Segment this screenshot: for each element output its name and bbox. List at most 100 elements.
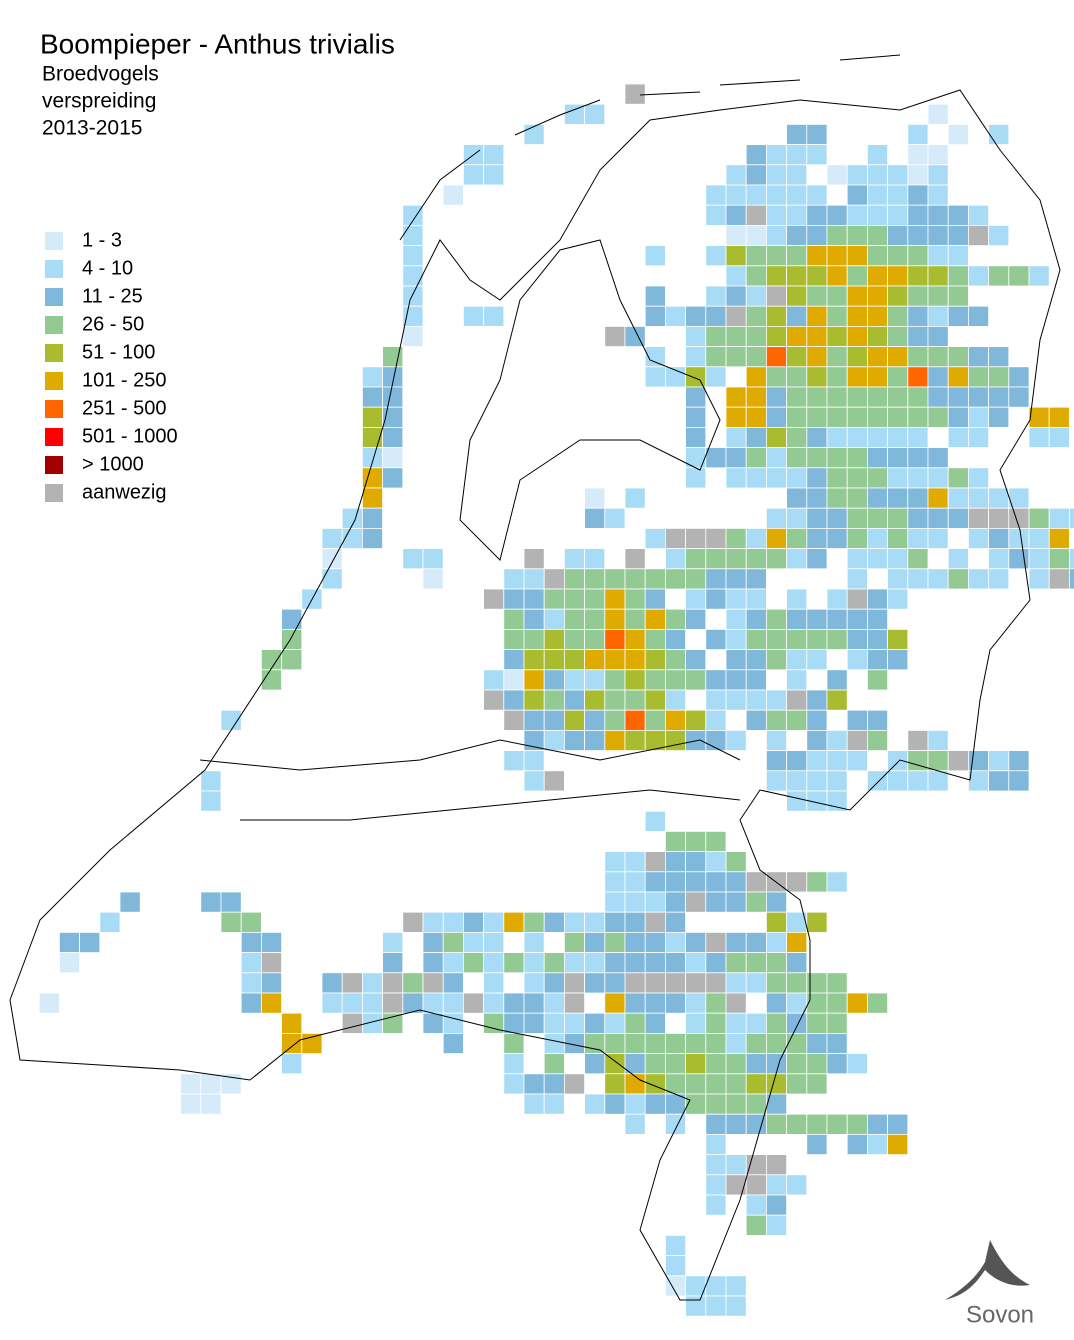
grid-cell: [786, 426, 808, 448]
grid-cell: [745, 406, 767, 428]
grid-cell: [564, 952, 586, 974]
grid-cell: [826, 426, 848, 448]
grid-cell: [705, 992, 727, 1014]
grid-cell: [846, 1134, 868, 1156]
grid-cell: [543, 972, 565, 994]
grid-cell: [644, 366, 666, 388]
grid-cell: [1069, 568, 1074, 590]
grid-cell: [947, 507, 969, 529]
grid-cell: [523, 608, 545, 630]
grid-cell: [1069, 548, 1074, 570]
grid-cell: [786, 184, 808, 206]
grid-cell: [624, 548, 646, 570]
country-outline: [9, 89, 1061, 1301]
grid-cell: [988, 386, 1010, 408]
grid-cell: [846, 487, 868, 509]
grid-cell: [947, 386, 969, 408]
grid-cell: [584, 730, 606, 752]
grid-cell: [240, 911, 262, 933]
grid-cell: [766, 426, 788, 448]
grid-cell: [806, 730, 828, 752]
grid-cell: [38, 992, 60, 1014]
grid-cell: [745, 305, 767, 327]
grid-cell: [806, 285, 828, 307]
grid-cell: [907, 305, 929, 327]
grid-cell: [725, 346, 747, 368]
grid-cell: [745, 164, 767, 186]
grid-cell: [361, 447, 383, 469]
grid-cell: [806, 528, 828, 550]
grid-cell: [907, 366, 929, 388]
grid-cell: [584, 1033, 606, 1055]
subtitle-line: verspreiding: [42, 90, 156, 113]
grid-cell: [968, 507, 990, 529]
grid-cell: [907, 528, 929, 550]
grid-cell: [745, 608, 767, 630]
grid-cell: [260, 669, 282, 691]
grid-cell: [766, 992, 788, 1014]
grid-cell: [907, 346, 929, 368]
grid-cell: [766, 386, 788, 408]
grid-cell: [927, 224, 949, 246]
grid-cell: [766, 305, 788, 327]
grid-cell: [705, 629, 727, 651]
grid-cell: [685, 325, 707, 347]
grid-cell: [725, 588, 747, 610]
grid-cell: [59, 932, 81, 954]
grid-cell: [786, 487, 808, 509]
grid-cell: [725, 528, 747, 550]
grid-cell: [584, 568, 606, 590]
grid-cell: [988, 487, 1010, 509]
grid-cell: [705, 325, 727, 347]
grid-cell: [846, 386, 868, 408]
grid-cell: [705, 932, 727, 954]
grid-cell: [462, 952, 484, 974]
grid-cell: [826, 608, 848, 630]
grid-cell: [382, 952, 404, 974]
grid-cell: [968, 770, 990, 792]
grid-cell: [402, 204, 424, 226]
grid-cell: [665, 669, 687, 691]
grid-cell: [604, 709, 626, 731]
grid-cell: [422, 548, 444, 570]
grid-cell: [705, 184, 727, 206]
grid-cell: [503, 629, 525, 651]
grid-cell: [786, 750, 808, 772]
grid-cell: [685, 568, 707, 590]
grid-cell: [887, 467, 909, 489]
grid-cell: [1028, 426, 1050, 448]
grid-cell: [968, 568, 990, 590]
grid-cell: [826, 730, 848, 752]
grid-cell: [1008, 366, 1030, 388]
grid-cell: [867, 548, 889, 570]
grid-cell: [361, 487, 383, 509]
grid-cell: [1069, 507, 1074, 529]
grid-cell: [705, 1073, 727, 1095]
grid-cell: [826, 790, 848, 812]
grid-cell: [462, 164, 484, 186]
grid-cell: [867, 467, 889, 489]
grid-cell: [806, 487, 828, 509]
grid-cell: [402, 224, 424, 246]
grid-cell: [766, 325, 788, 347]
grid-cell: [725, 305, 747, 327]
grid-cell: [846, 366, 868, 388]
grid-cell: [685, 871, 707, 893]
grid-cell: [604, 325, 626, 347]
grid-cell: [766, 346, 788, 368]
legend-label: 51 - 100: [82, 341, 155, 363]
grid-cell: [745, 245, 767, 267]
grid-cell: [887, 305, 909, 327]
grid-cell: [584, 548, 606, 570]
grid-cell: [644, 810, 666, 832]
grid-cell: [786, 164, 808, 186]
grid-cell: [867, 669, 889, 691]
grid-cell: [826, 487, 848, 509]
grid-cell: [826, 245, 848, 267]
grid-cell: [503, 992, 525, 1014]
grid-cell: [745, 932, 767, 954]
grid-cell: [665, 871, 687, 893]
grid-cell: [665, 891, 687, 913]
grid-cell: [564, 669, 586, 691]
